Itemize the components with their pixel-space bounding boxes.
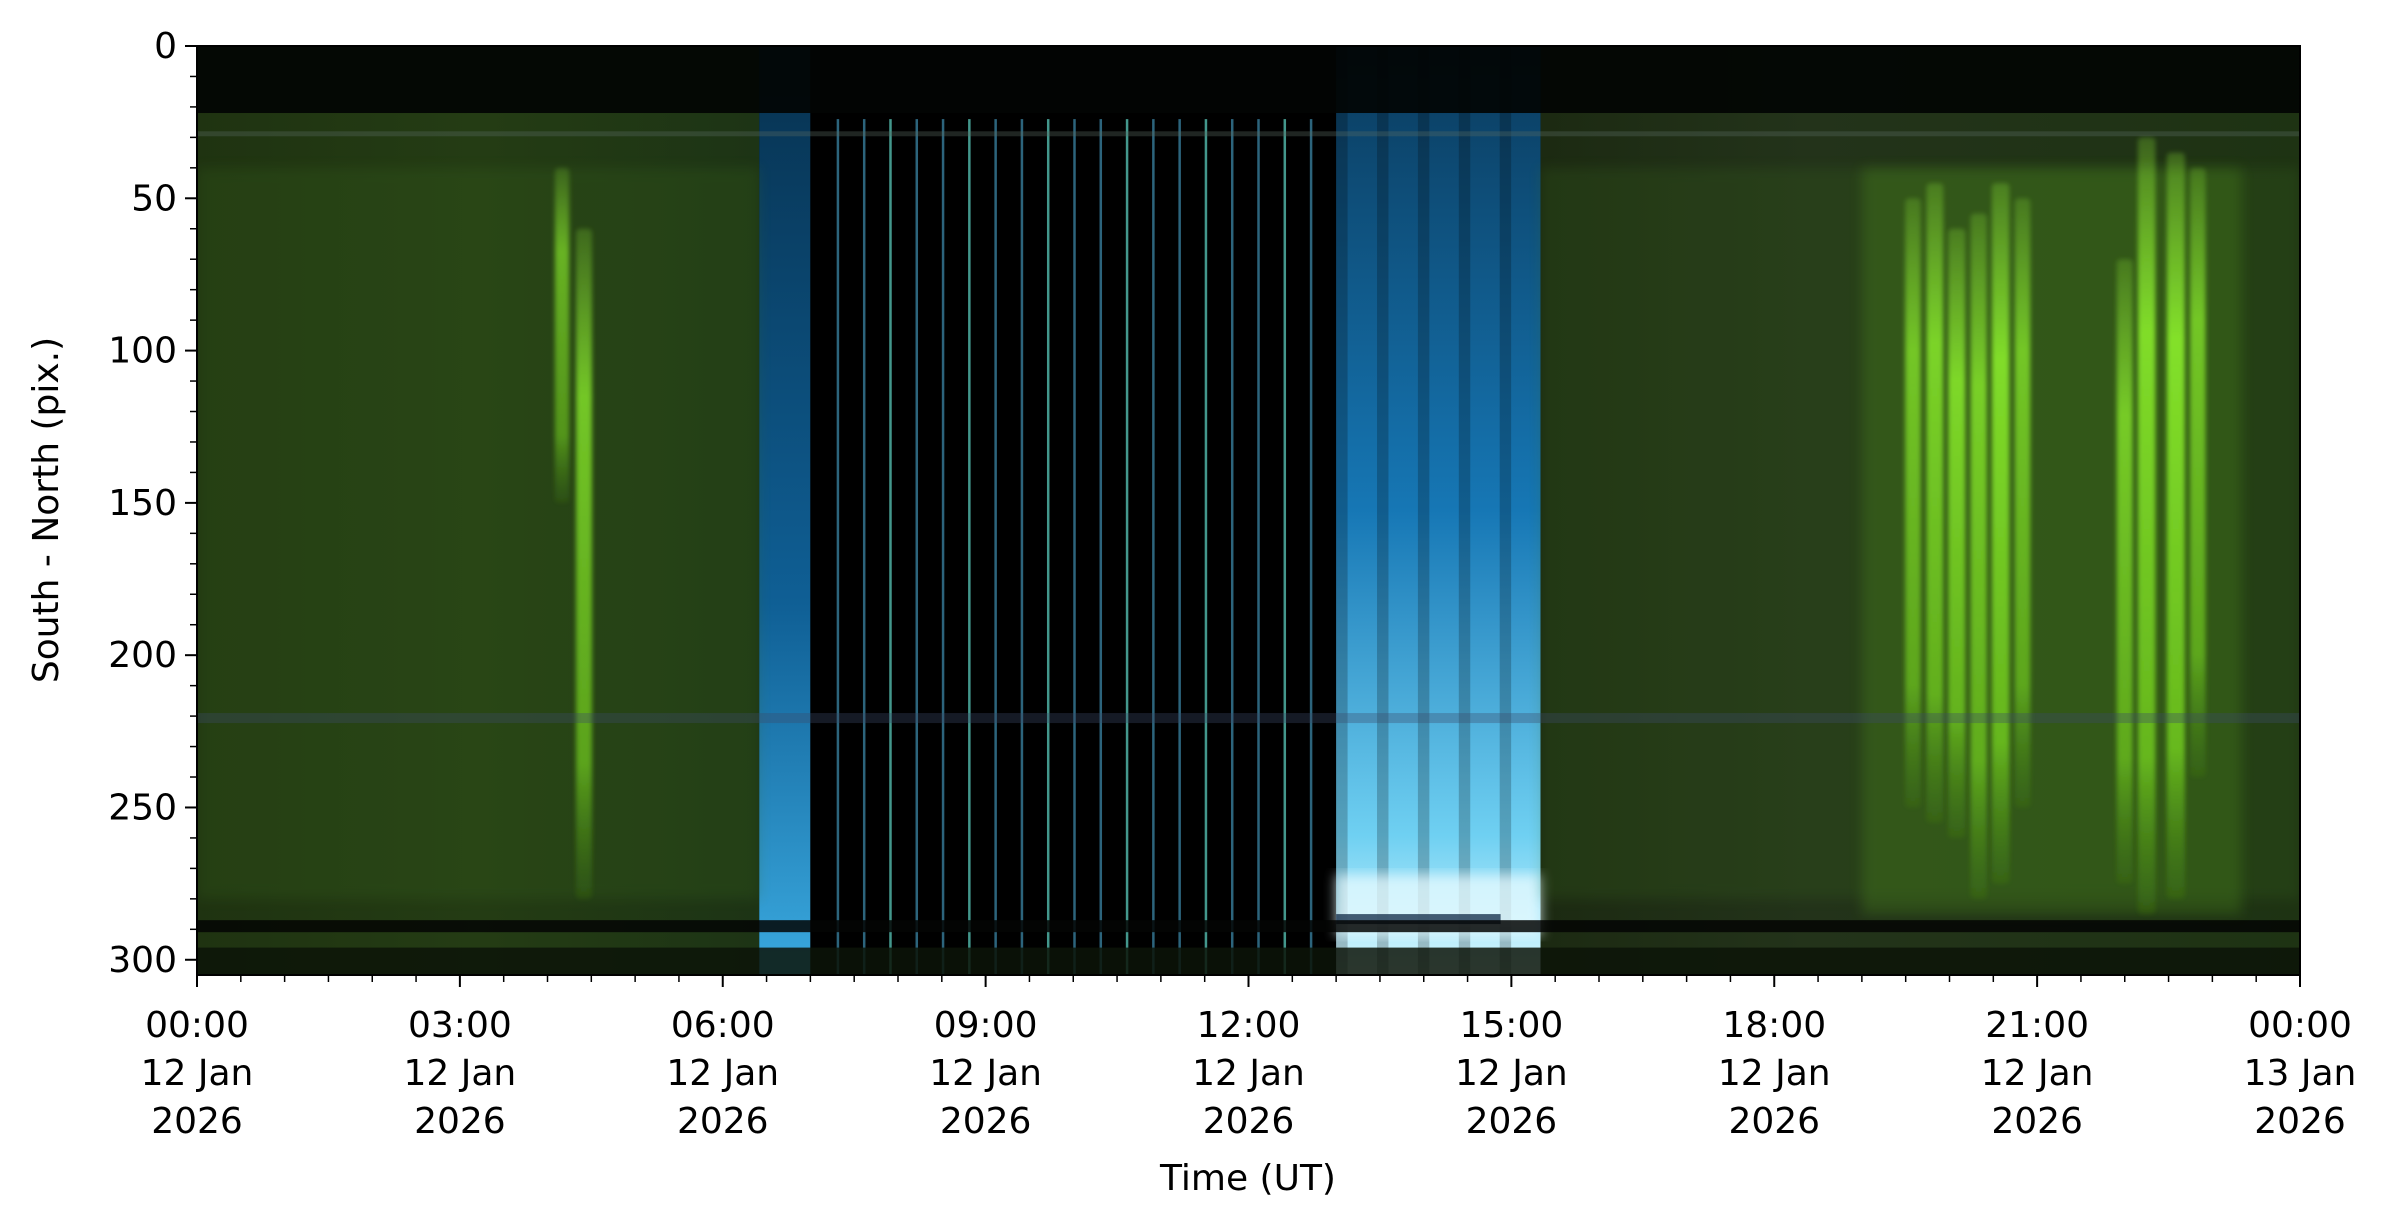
x-tick-label: 12 Jan: [1455, 1053, 1568, 1094]
x-axis: 00:00 12 Jan 2026 03:00 12 Jan 2026 06:00 12 Ja…: [141, 975, 2357, 1142]
aurora-arc-9: [2137, 137, 2156, 915]
y-tick-label: 300: [108, 940, 177, 981]
exposure-line: [1257, 119, 1260, 975]
exposure-line: [1283, 119, 1287, 975]
exposure-line: [1099, 119, 1103, 975]
exposure-line: [889, 119, 892, 975]
exposure-line: [968, 119, 971, 975]
x-tick-label: 13 Jan: [2244, 1053, 2357, 1094]
exposure-line: [1309, 119, 1313, 975]
x-tick-label: 21:00: [1985, 1005, 2089, 1046]
x-tick-label: 09:00: [934, 1005, 1038, 1046]
mid-band: [197, 713, 2300, 724]
x-tick-label: 12 Jan: [141, 1053, 254, 1094]
x-tick-label: 12 Jan: [1192, 1053, 1305, 1094]
exposure-line: [836, 119, 840, 975]
aurora-arc-7: [2014, 198, 2031, 808]
aurora-arc-10: [2166, 152, 2185, 899]
exposure-line: [1020, 119, 1024, 975]
x-tick-label: 2026: [677, 1101, 769, 1142]
exposure-line: [1204, 119, 1208, 975]
x-tick-label: 2026: [1728, 1101, 1820, 1142]
twilight-band-shade: [1458, 46, 1471, 975]
x-tick-label: 2026: [151, 1101, 243, 1142]
bottom-dark-band: [197, 920, 2300, 933]
x-tick-label: 2026: [1203, 1101, 1295, 1142]
y-tick-label: 150: [108, 483, 177, 524]
exposure-line: [915, 119, 919, 975]
green-haze-0: [197, 167, 760, 899]
keogram-image: [197, 46, 2300, 975]
aurora-arc-11: [2189, 167, 2206, 778]
y-tick-label: 100: [108, 331, 177, 372]
twilight-band-shade: [1417, 46, 1430, 975]
x-tick-label: 06:00: [671, 1005, 775, 1046]
bottom-ground: [197, 947, 2300, 975]
exposure-line: [1178, 119, 1181, 975]
y-axis-label: South - North (pix.): [26, 337, 67, 683]
x-tick-label: 2026: [940, 1101, 1032, 1142]
y-tick-label: 0: [154, 26, 177, 67]
top-dark-band: [197, 46, 2300, 114]
x-tick-label: 18:00: [1722, 1005, 1826, 1046]
x-tick-label: 12 Jan: [1718, 1053, 1831, 1094]
horizon-silhouette: [1336, 914, 1501, 925]
y-tick-label: 200: [108, 635, 177, 676]
x-tick-label: 2026: [1466, 1101, 1558, 1142]
x-tick-label: 12 Jan: [404, 1053, 517, 1094]
aurora-arc-8: [2116, 259, 2133, 884]
exposure-line: [1125, 119, 1129, 975]
x-tick-label: 15:00: [1460, 1005, 1564, 1046]
aurora-arc-0: [554, 167, 570, 503]
period-3: [1336, 46, 1541, 975]
exposure-line: [1152, 119, 1155, 975]
plot-area: [197, 46, 2300, 975]
y-axis: 0 50 100 150 200 250 300: [108, 26, 197, 981]
aurora-arc-3: [1926, 183, 1944, 823]
exposure-line: [1073, 119, 1076, 975]
x-tick-label: 12 Jan: [666, 1053, 779, 1094]
x-tick-label: 12 Jan: [929, 1053, 1042, 1094]
y-tick-label: 250: [108, 787, 177, 828]
aurora-arc-6: [1991, 183, 2010, 884]
aurora-arc-1: [576, 228, 593, 899]
top-line: [197, 131, 2300, 137]
exposure-line: [941, 119, 945, 975]
aurora-arc-5: [1970, 213, 1987, 899]
x-tick-label: 03:00: [408, 1005, 512, 1046]
twilight-band-shade: [1499, 46, 1512, 975]
y-tick-label: 50: [131, 178, 177, 219]
twilight-band-shade: [1336, 46, 1348, 975]
exposure-line: [1230, 119, 1234, 975]
x-tick-label: 12 Jan: [1981, 1053, 2094, 1094]
exposure-line: [994, 119, 997, 975]
x-tick-label: 2026: [414, 1101, 506, 1142]
x-tick-label: 00:00: [2248, 1005, 2352, 1046]
aurora-arc-4: [1948, 228, 1966, 838]
x-tick-label: 00:00: [145, 1005, 249, 1046]
x-tick-label: 2026: [1991, 1101, 2083, 1142]
twilight-band-shade: [1377, 46, 1389, 975]
period-1: [759, 46, 811, 975]
x-tick-label: 2026: [2254, 1101, 2346, 1142]
exposure-line: [862, 119, 866, 975]
x-tick-label: 12:00: [1197, 1005, 1301, 1046]
x-axis-label: Time (UT): [1159, 1158, 1336, 1199]
exposure-line: [1046, 119, 1050, 975]
aurora-arc-2: [1905, 198, 1921, 808]
